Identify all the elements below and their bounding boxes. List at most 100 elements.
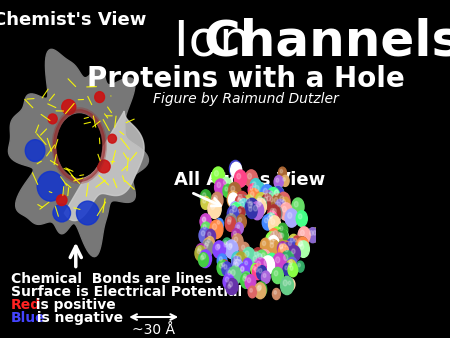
Circle shape bbox=[201, 222, 211, 235]
Circle shape bbox=[307, 227, 318, 243]
Circle shape bbox=[222, 238, 232, 251]
Circle shape bbox=[259, 250, 270, 266]
Circle shape bbox=[285, 209, 298, 227]
Circle shape bbox=[212, 192, 223, 209]
Circle shape bbox=[217, 260, 228, 275]
Circle shape bbox=[284, 255, 288, 260]
Circle shape bbox=[256, 250, 268, 267]
Ellipse shape bbox=[48, 114, 57, 124]
Circle shape bbox=[299, 241, 303, 246]
Circle shape bbox=[265, 218, 268, 223]
Circle shape bbox=[270, 198, 273, 202]
Circle shape bbox=[229, 193, 238, 207]
Circle shape bbox=[199, 250, 212, 268]
Circle shape bbox=[230, 194, 234, 200]
Circle shape bbox=[198, 253, 208, 267]
Circle shape bbox=[228, 270, 231, 275]
Circle shape bbox=[280, 196, 284, 202]
Circle shape bbox=[280, 169, 283, 173]
Circle shape bbox=[226, 268, 236, 282]
Circle shape bbox=[291, 237, 294, 242]
Circle shape bbox=[292, 198, 304, 215]
Circle shape bbox=[231, 270, 235, 275]
Circle shape bbox=[232, 164, 236, 169]
Circle shape bbox=[244, 195, 255, 210]
Circle shape bbox=[212, 167, 225, 185]
Circle shape bbox=[235, 252, 247, 269]
Circle shape bbox=[270, 231, 282, 249]
Circle shape bbox=[228, 217, 231, 222]
Circle shape bbox=[217, 244, 220, 248]
Circle shape bbox=[250, 192, 254, 197]
Circle shape bbox=[202, 217, 205, 222]
Circle shape bbox=[268, 195, 278, 208]
Circle shape bbox=[248, 278, 251, 283]
Circle shape bbox=[250, 178, 261, 195]
Circle shape bbox=[254, 258, 266, 275]
Circle shape bbox=[279, 244, 288, 259]
Circle shape bbox=[215, 242, 225, 255]
Circle shape bbox=[57, 114, 102, 177]
Circle shape bbox=[225, 240, 238, 259]
Circle shape bbox=[232, 234, 243, 250]
Circle shape bbox=[195, 246, 206, 261]
Circle shape bbox=[241, 266, 244, 271]
Circle shape bbox=[201, 256, 204, 260]
Circle shape bbox=[235, 195, 247, 212]
Polygon shape bbox=[9, 49, 148, 257]
Circle shape bbox=[274, 231, 277, 236]
Circle shape bbox=[234, 231, 236, 235]
Ellipse shape bbox=[62, 100, 76, 115]
Circle shape bbox=[222, 240, 232, 254]
Circle shape bbox=[241, 267, 244, 271]
Circle shape bbox=[238, 199, 250, 215]
Circle shape bbox=[256, 198, 266, 212]
Circle shape bbox=[222, 262, 232, 276]
Circle shape bbox=[248, 173, 252, 179]
Circle shape bbox=[248, 286, 256, 298]
Circle shape bbox=[288, 234, 299, 249]
Circle shape bbox=[206, 237, 214, 248]
Circle shape bbox=[272, 235, 276, 241]
Ellipse shape bbox=[37, 171, 64, 201]
Circle shape bbox=[298, 214, 302, 219]
Circle shape bbox=[267, 196, 270, 201]
Circle shape bbox=[274, 291, 277, 294]
Text: Chemical  Bonds are lines: Chemical Bonds are lines bbox=[10, 272, 212, 286]
Circle shape bbox=[238, 195, 242, 200]
Circle shape bbox=[292, 236, 301, 248]
Circle shape bbox=[280, 226, 283, 231]
Circle shape bbox=[289, 246, 300, 261]
Circle shape bbox=[287, 239, 296, 252]
Circle shape bbox=[227, 206, 239, 222]
Circle shape bbox=[277, 202, 280, 206]
Circle shape bbox=[229, 266, 241, 284]
Circle shape bbox=[288, 263, 298, 277]
Circle shape bbox=[237, 173, 241, 179]
Circle shape bbox=[285, 266, 288, 270]
Circle shape bbox=[255, 193, 267, 210]
Circle shape bbox=[273, 253, 286, 272]
Text: Figure by Raimund Dutzler: Figure by Raimund Dutzler bbox=[153, 92, 338, 106]
Circle shape bbox=[198, 247, 201, 251]
Circle shape bbox=[221, 262, 225, 266]
Circle shape bbox=[274, 197, 278, 203]
Circle shape bbox=[284, 243, 286, 247]
Circle shape bbox=[297, 241, 309, 258]
Circle shape bbox=[245, 275, 256, 290]
Ellipse shape bbox=[76, 201, 99, 225]
Circle shape bbox=[228, 285, 231, 288]
Circle shape bbox=[253, 205, 257, 211]
Text: Chemist's View: Chemist's View bbox=[0, 11, 147, 29]
Circle shape bbox=[221, 177, 231, 191]
Circle shape bbox=[261, 253, 265, 258]
Circle shape bbox=[252, 264, 264, 280]
Circle shape bbox=[203, 225, 206, 229]
Circle shape bbox=[257, 196, 261, 201]
Circle shape bbox=[255, 267, 258, 272]
Circle shape bbox=[268, 257, 272, 263]
Circle shape bbox=[268, 212, 277, 225]
Circle shape bbox=[252, 266, 255, 270]
Circle shape bbox=[256, 282, 267, 297]
Circle shape bbox=[219, 257, 222, 261]
